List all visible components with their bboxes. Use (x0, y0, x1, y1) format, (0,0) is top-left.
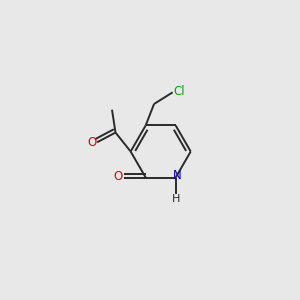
Text: H: H (172, 194, 180, 205)
Text: O: O (87, 136, 97, 149)
Text: O: O (113, 170, 123, 183)
Text: Cl: Cl (174, 85, 185, 98)
Text: N: N (173, 169, 182, 182)
